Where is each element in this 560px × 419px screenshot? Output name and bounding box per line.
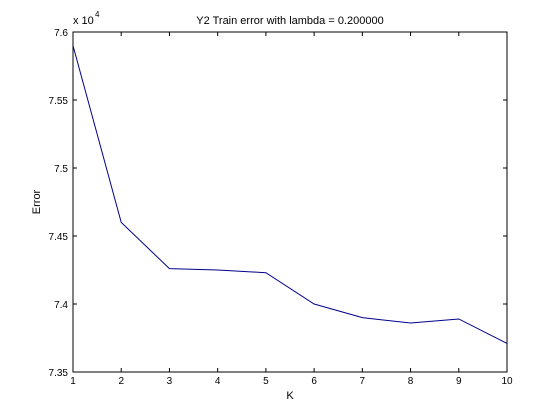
y-tick-label: 7.4 [54,300,68,311]
y-tick-label: 7.6 [54,28,68,39]
x-tick-label: 5 [263,376,269,387]
y-tick-label: 7.5 [54,164,68,175]
x-tick-label: 6 [311,376,317,387]
y-axis-exponent: x 10 [73,15,94,27]
x-tick-label: 7 [360,376,366,387]
y-axis-exponent-power: 4 [95,10,100,19]
x-tick-label: 2 [118,376,124,387]
y-tick-label: 7.35 [49,368,69,379]
x-tick-label: 4 [215,376,221,387]
x-axis-label: K [286,390,294,402]
plot-area [72,31,508,373]
axis-tick-labels: 1 2 3 4 5 6 7 8 9 10 7.35 7.4 7.45 7.5 7.55 7.6 [49,28,513,387]
x-tick-label: 3 [167,376,173,387]
y-axis-label: Error [31,189,43,214]
y-tick-label: 7.45 [49,232,69,243]
x-tick-label: 10 [501,376,513,387]
x-tick-label: 8 [408,376,414,387]
chart-title: Y2 Train error with lambda = 0.200000 [196,15,383,27]
axis-ticks [72,31,508,373]
x-tick-label: 9 [456,376,462,387]
x-tick-label: 1 [70,376,76,387]
y-tick-label: 7.55 [49,96,69,107]
series-line [72,45,508,344]
